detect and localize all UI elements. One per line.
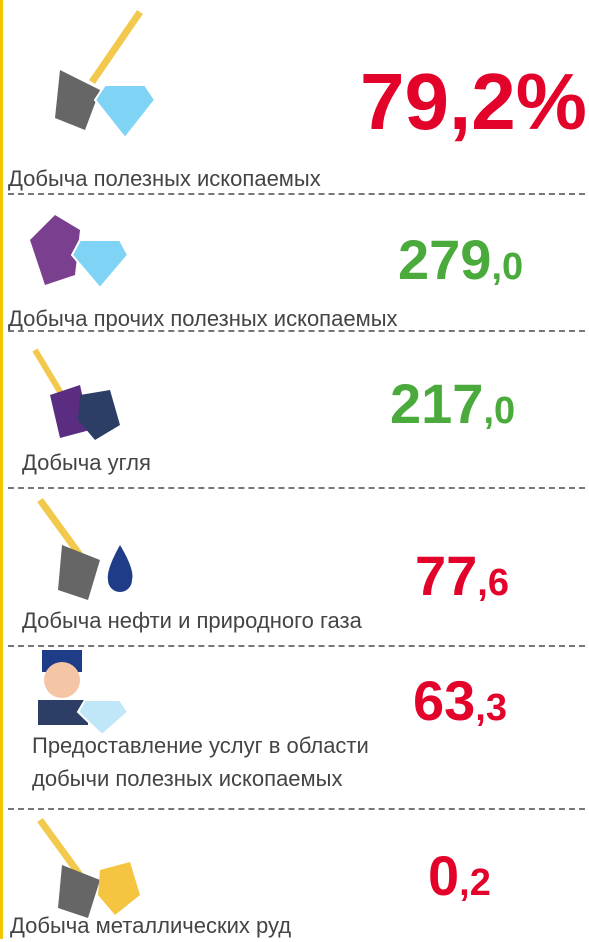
value-rest: ,2 [459, 862, 491, 904]
item-label: Добыча угля [22, 450, 151, 475]
item-label: Предоставление услуг в области [32, 733, 369, 758]
value-rest: ,6 [477, 562, 509, 604]
item-value: 279,0 [398, 232, 523, 288]
item-label: Добыча металлических руд [10, 913, 292, 938]
value-main: 79,2% [360, 57, 587, 146]
value-rest: ,3 [475, 687, 507, 729]
item-value: 77,6 [415, 548, 509, 604]
item-value: 0,2 [428, 848, 491, 904]
value-main: 279 [398, 228, 492, 291]
icon-shovel-diamond [55, 10, 157, 140]
icon-worker [38, 650, 130, 737]
item-label: добычи полезных ископаемых [32, 766, 343, 791]
separator [8, 808, 585, 810]
value-rest: ,0 [491, 246, 524, 288]
left-rule [0, 0, 3, 939]
separator [8, 330, 585, 332]
item-value: 217,0 [390, 376, 515, 432]
icon-ore [37, 817, 140, 918]
icon-coal [32, 348, 120, 440]
item-value: 79,2% [360, 62, 587, 142]
item-label: Добыча нефти и природного газа [22, 608, 362, 633]
item-value: 63,3 [413, 673, 507, 729]
value-main: 77 [415, 544, 478, 607]
icon-oil [37, 497, 133, 600]
value-main: 63 [413, 669, 476, 732]
item-label: Добыча полезных ископаемых [8, 166, 321, 191]
value-main: 217 [390, 372, 484, 435]
item-label: Добыча прочих полезных ископаемых [8, 306, 398, 331]
value-main: 0 [428, 844, 460, 907]
separator [8, 193, 585, 195]
separator [8, 645, 585, 647]
separator [8, 487, 585, 489]
icon-gems [30, 215, 130, 290]
value-rest: ,0 [483, 390, 516, 432]
